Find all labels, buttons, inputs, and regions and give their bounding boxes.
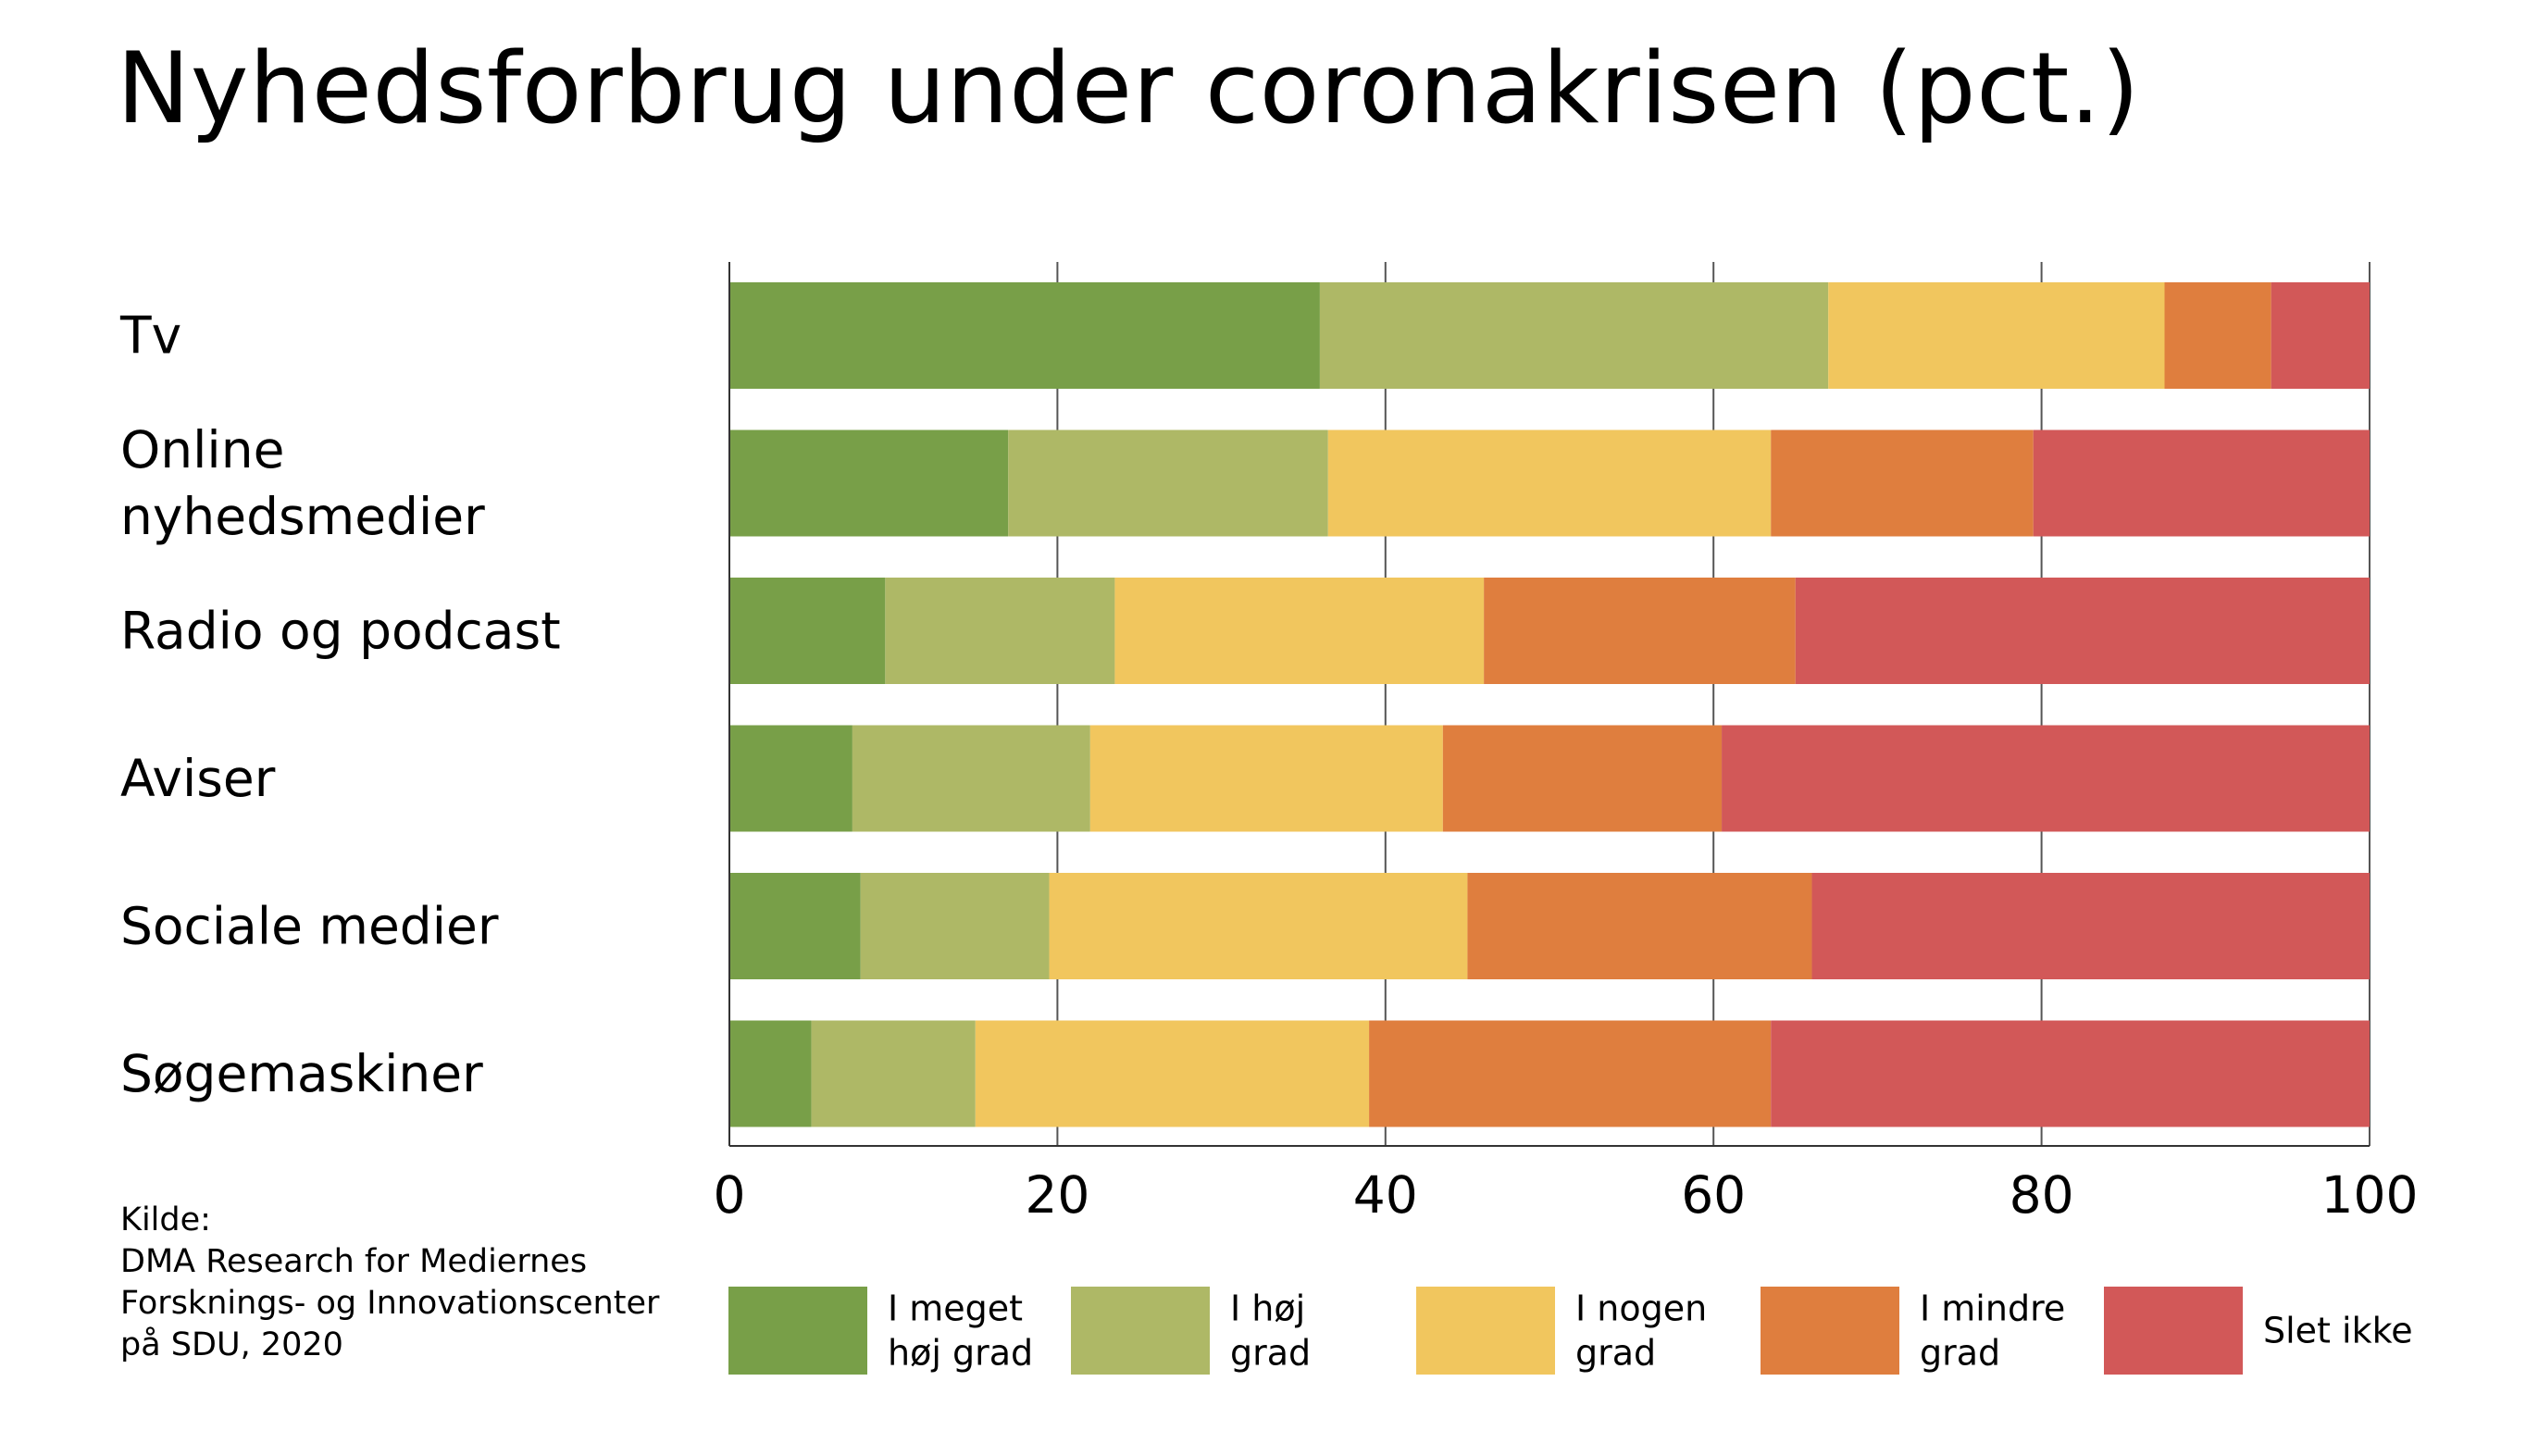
bar-segment — [975, 1020, 1370, 1127]
bar-segment — [2164, 282, 2271, 389]
source-line: Forsknings- og Innovationscenter — [120, 1285, 660, 1322]
legend-label: Slet ikke — [2263, 1311, 2413, 1351]
bar-segment — [1442, 725, 1723, 832]
category-label: nyhedsmedier — [120, 487, 485, 546]
category-label: Sociale medier — [120, 897, 499, 956]
bar-segment — [1114, 578, 1485, 684]
bar-segment — [860, 873, 1050, 979]
category-label: Tv — [119, 306, 181, 366]
source-line: Kilde: — [120, 1201, 211, 1238]
x-tick-label: 20 — [1025, 1165, 1089, 1225]
bar-segment — [1327, 429, 1772, 537]
axis — [728, 262, 2370, 1147]
legend-label: grad — [1920, 1333, 2000, 1374]
gridlines — [728, 262, 2370, 1146]
legend-label: I nogen — [1575, 1288, 1707, 1329]
bar-segment — [1089, 725, 1443, 832]
category-label: Aviser — [120, 749, 276, 808]
legend-label: grad — [1230, 1333, 1311, 1374]
legend-swatch — [1071, 1287, 1210, 1375]
bar-segment — [852, 725, 1090, 832]
bar-segment — [1811, 873, 2370, 979]
legend-swatch — [1416, 1287, 1555, 1375]
bar-segment — [729, 429, 1009, 537]
legend-label: I meget — [888, 1288, 1023, 1329]
legend-label: grad — [1575, 1333, 1656, 1374]
legend-swatch — [728, 1287, 867, 1375]
bar-segment — [1828, 282, 2165, 389]
x-tick-label: 80 — [2010, 1165, 2074, 1225]
bar-segment — [729, 282, 1320, 389]
category-label: Online — [120, 420, 284, 479]
bar-segment — [1771, 429, 2034, 537]
x-tick-label: 40 — [1353, 1165, 1418, 1225]
category-label: Søgemaskiner — [120, 1044, 483, 1103]
bar-segment — [1319, 282, 1829, 389]
bars — [729, 282, 2370, 1127]
bar-segment — [1722, 725, 2370, 832]
legend-swatch — [2104, 1287, 2243, 1375]
x-tick-labels: 0 20 40 60 80 100 — [714, 1165, 2419, 1225]
bar-segment — [2271, 282, 2370, 389]
legend-label: I mindre — [1920, 1288, 2065, 1329]
bar-segment — [2033, 429, 2370, 537]
chart-title: Nyhedsforbrug under coronakrisen (pct.) — [117, 31, 2140, 145]
x-tick-label: 0 — [714, 1165, 746, 1225]
bar-segment — [729, 578, 886, 684]
bar-segment — [1008, 429, 1328, 537]
x-tick-label: 60 — [1681, 1165, 1746, 1225]
x-tick-label: 100 — [2321, 1165, 2419, 1225]
bar-segment — [729, 725, 852, 832]
bar-segment — [729, 1020, 812, 1127]
bar-segment — [1795, 578, 2370, 684]
category-label: Radio og podcast — [120, 602, 561, 661]
bar-segment — [729, 873, 861, 979]
legend-swatch — [1761, 1287, 1899, 1375]
source-line: på SDU, 2020 — [120, 1326, 343, 1363]
bar-segment — [811, 1020, 976, 1127]
source-note: Kilde: DMA Research for Mediernes Forskn… — [120, 1200, 659, 1366]
bar-segment — [1049, 873, 1468, 979]
source-line: DMA Research for Mediernes — [120, 1243, 588, 1280]
bar-segment — [885, 578, 1115, 684]
bar-segment — [1369, 1020, 1772, 1127]
bar-segment — [1467, 873, 1812, 979]
category-labels: Tv Online nyhedsmedier Radio og podcast Avis… — [119, 306, 561, 1104]
bar-segment — [1771, 1020, 2370, 1127]
legend-label: høj grad — [888, 1333, 1033, 1374]
bar-segment — [1484, 578, 1796, 684]
legend-label: I høj — [1230, 1288, 1305, 1329]
